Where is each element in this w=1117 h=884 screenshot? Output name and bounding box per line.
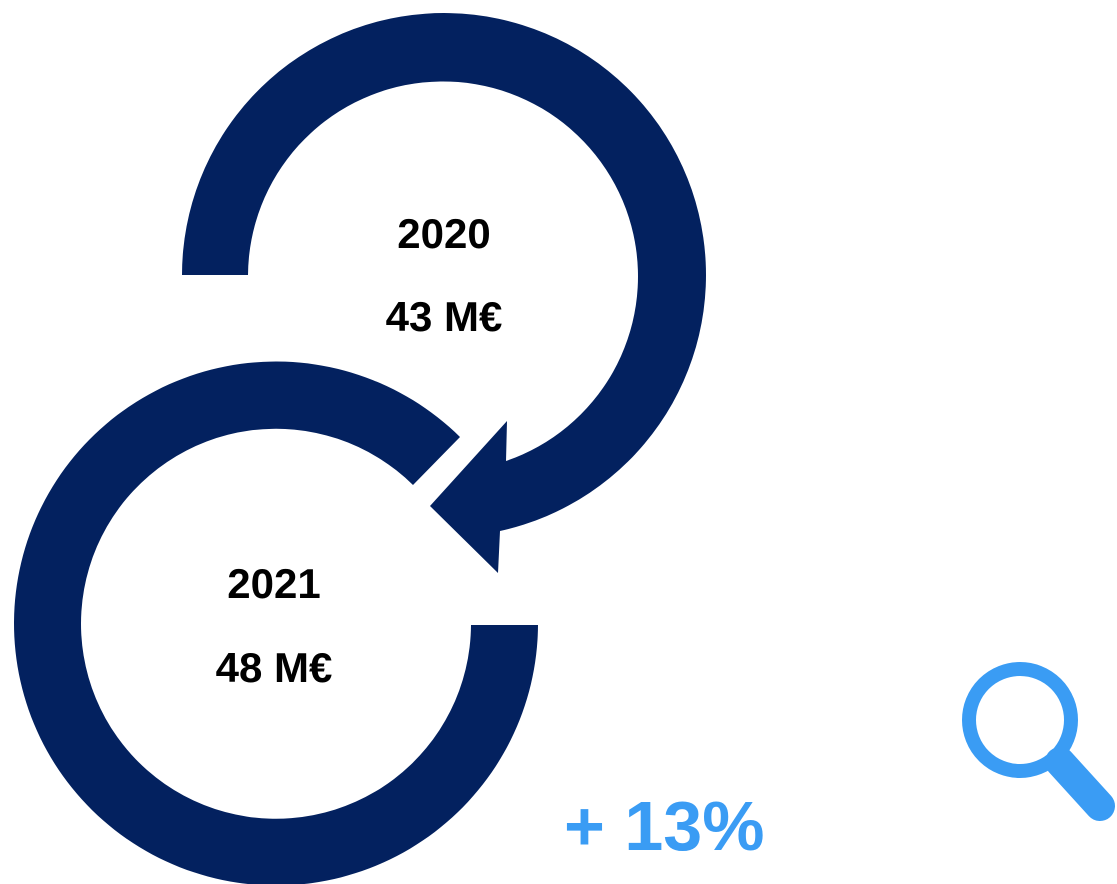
value-2021-label: 48 M€ — [215, 644, 333, 691]
value-2020-label: 43 M€ — [385, 293, 503, 340]
cycle-ring-2020 — [182, 13, 707, 574]
growth-percentage: + 13% — [564, 787, 765, 865]
year-2020-label: 2020 — [397, 210, 491, 257]
cycle-ring-2021 — [14, 361, 538, 884]
search-icon — [962, 662, 1115, 821]
year-2021-label: 2021 — [227, 560, 321, 607]
